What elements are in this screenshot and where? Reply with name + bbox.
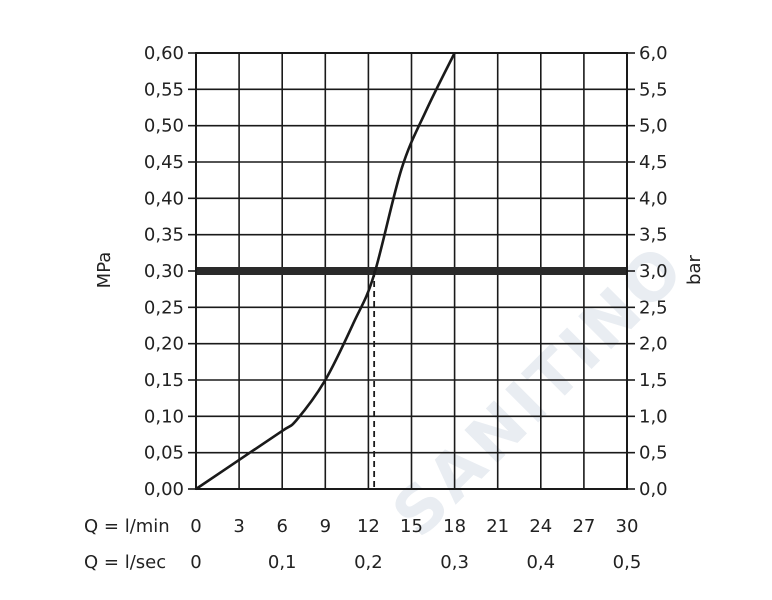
x-tick-label: 3: [233, 516, 244, 537]
y-tick-label-right: 3,5: [639, 225, 668, 246]
y-tick-label-left: 0,20: [144, 334, 184, 355]
y-tick-label-right: 0,5: [639, 443, 668, 464]
x-tick-label: 18: [443, 516, 466, 537]
y-tick-label-left: 0,05: [144, 443, 184, 464]
y-tick-label-right: 6,0: [639, 43, 668, 64]
x-tick-label: 27: [572, 516, 595, 537]
x-tick-label: 21: [486, 516, 509, 537]
x-axis-label-flow: Q = l/min: [84, 516, 170, 537]
y-tick-label-left: 0,15: [144, 370, 184, 391]
y-ticks-left: 0,00 0,05 0,10 0,15 0,20 0,25 0,30 0,35 0,40 0,45…: [144, 43, 184, 500]
y-tick-label-left: 0,55: [144, 79, 184, 100]
y-tick-label-right: 4,0: [639, 188, 668, 209]
x-tick-label: 12: [357, 516, 380, 537]
x-sec-tick-label: 0,3: [440, 552, 469, 573]
y-tick-label-left: 0,60: [144, 43, 184, 64]
plot-frame: [195, 52, 628, 490]
y-tick-label-left: 0,25: [144, 297, 184, 318]
x-tick-label: 30: [616, 516, 639, 537]
x-sec-tick-label: 0,1: [268, 552, 297, 573]
y-tick-label-right: 1,5: [639, 370, 668, 391]
x-sec-ticks: 0 0,1 0,2 0,3 0,4 0,5: [190, 552, 641, 573]
x-tick-label: 24: [529, 516, 552, 537]
y-tick-label-right: 3,0: [639, 261, 668, 282]
y-tick-label-right: 5,0: [639, 116, 668, 137]
y-tick-label-left: 0,50: [144, 116, 184, 137]
x-tick-label: 15: [400, 516, 423, 537]
y-axis-label-left: MPa: [94, 252, 115, 289]
y-tick-label-right: 0,0: [639, 479, 668, 500]
y-tick-label-left: 0,35: [144, 225, 184, 246]
y-ticks-right: 0,0 0,5 1,0 1,5 2,0 2,5 3,0 3,5 4,0 4,5 5,0 5,5 6,0: [639, 43, 668, 500]
y-tick-label-right: 2,5: [639, 297, 668, 318]
x-sec-tick-label: 0,5: [613, 552, 642, 573]
y-tick-label-right: 5,5: [639, 79, 668, 100]
y-tick-label-left: 0,40: [144, 188, 184, 209]
x-tick-label: 6: [276, 516, 287, 537]
y-tick-label-right: 1,0: [639, 406, 668, 427]
y-axis-label-right: bar: [684, 254, 705, 284]
curve-group: [195, 52, 456, 491]
y-tick-label-left: 0,10: [144, 406, 184, 427]
x-sec-tick-label: 0,4: [526, 552, 555, 573]
x-axis-label-sec: Q = l/sec: [84, 552, 166, 573]
pressure-flow-curve: [195, 52, 456, 491]
x-sec-tick-label: 0: [190, 552, 201, 573]
y-tick-label-right: 2,0: [639, 334, 668, 355]
x-ticks: 0 3 6 9 12 15 18 21 24 27 30: [190, 516, 638, 537]
y-tick-label-right: 4,5: [639, 152, 668, 173]
x-tick-label: 0: [190, 516, 201, 537]
plot-frame-group: [188, 52, 635, 490]
y-tick-label-left: 0,45: [144, 152, 184, 173]
y-tick-label-left: 0,30: [144, 261, 184, 282]
x-tick-label: 9: [320, 516, 331, 537]
y-tick-label-left: 0,00: [144, 479, 184, 500]
x-sec-tick-label: 0,2: [354, 552, 383, 573]
